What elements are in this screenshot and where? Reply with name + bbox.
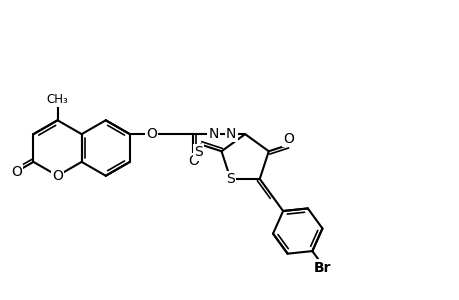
Text: O: O	[11, 165, 22, 179]
Text: O: O	[52, 169, 63, 183]
Text: CH₃: CH₃	[46, 93, 68, 106]
Text: N: N	[208, 127, 218, 141]
Text: S: S	[226, 172, 235, 186]
Text: O: O	[52, 169, 63, 183]
Text: O: O	[146, 127, 157, 141]
Text: N: N	[225, 127, 236, 141]
Text: S: S	[226, 172, 235, 186]
Text: O: O	[188, 154, 198, 168]
Text: N: N	[225, 127, 236, 141]
Text: CH₃: CH₃	[46, 93, 68, 106]
Text: Br: Br	[313, 260, 331, 274]
Text: S: S	[194, 146, 203, 160]
Text: S: S	[194, 146, 203, 160]
Text: O: O	[11, 165, 22, 179]
Text: N: N	[208, 127, 218, 141]
Text: O: O	[283, 132, 293, 146]
Text: Br: Br	[313, 260, 331, 274]
Text: O: O	[283, 132, 293, 146]
Text: O: O	[146, 127, 157, 141]
Text: O: O	[188, 154, 198, 168]
